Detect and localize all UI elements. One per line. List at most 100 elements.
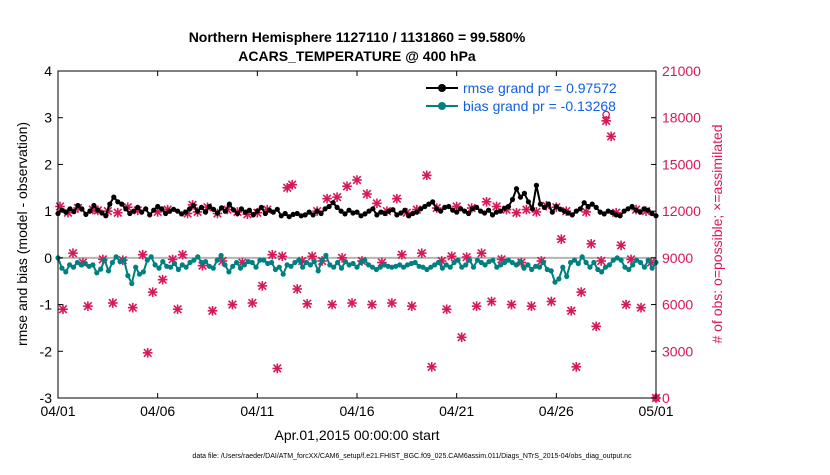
- bias-point: [148, 254, 154, 260]
- bias-point: [358, 259, 364, 266]
- x-tick-label: 04/01: [40, 403, 75, 419]
- bias-point: [78, 262, 84, 268]
- rmse-point: [67, 206, 73, 212]
- bias-point: [533, 263, 539, 269]
- rmse-point: [422, 203, 428, 210]
- rmse-point: [641, 206, 647, 212]
- obs-assimilated-point: [108, 298, 118, 308]
- rmse-point: [629, 203, 635, 210]
- rmse-point: [322, 206, 328, 212]
- bias-point: [552, 279, 558, 285]
- rmse-point: [111, 194, 117, 200]
- bias-point: [521, 265, 527, 271]
- x-axis-label: Apr.01,2015 00:00:00 start: [274, 427, 439, 443]
- rmse-point: [581, 200, 587, 206]
- bias-point: [82, 260, 88, 267]
- bias-point: [404, 262, 411, 268]
- rmse-point: [458, 206, 464, 212]
- rmse-point: [194, 208, 201, 214]
- bias-point: [136, 271, 143, 277]
- rmse-point: [198, 204, 205, 210]
- bias-point: [261, 257, 267, 263]
- rmse-point: [446, 203, 452, 210]
- rmse-point: [258, 204, 264, 210]
- bias-point: [160, 259, 166, 265]
- rmse-point: [83, 211, 89, 217]
- bias-point: [459, 264, 465, 270]
- rmse-point: [454, 209, 460, 215]
- rmse-point: [190, 202, 197, 209]
- bias-point: [140, 269, 146, 275]
- bias-point: [288, 263, 294, 269]
- obs-assimilated-point: [476, 248, 487, 258]
- obs-assimilated-point: [157, 274, 168, 285]
- obs-assimilated-point: [392, 193, 402, 204]
- x-tick-label: 04/06: [140, 403, 175, 419]
- rmse-point: [406, 213, 412, 219]
- rmse-point: [549, 209, 555, 215]
- bias-point: [307, 262, 313, 268]
- bias-point: [389, 264, 395, 270]
- rmse-point: [91, 202, 97, 209]
- bias-point: [474, 257, 480, 263]
- y2-tick-label: 0: [662, 390, 670, 406]
- bias-point: [560, 264, 566, 270]
- y2-tick-label: 6000: [662, 297, 693, 313]
- legend-bias-marker: [438, 102, 446, 110]
- rmse-point: [354, 209, 360, 215]
- rmse-point: [242, 209, 248, 215]
- obs-assimilated-point: [471, 301, 482, 311]
- rmse-point: [609, 209, 615, 216]
- obs-assimilated-point: [566, 306, 577, 316]
- rmse-point: [493, 209, 500, 215]
- bias-point: [381, 262, 387, 268]
- bias-point: [296, 257, 302, 263]
- bias-point: [292, 259, 298, 266]
- bias-point: [315, 268, 321, 274]
- bias-point: [443, 262, 449, 268]
- rmse-point: [266, 207, 272, 213]
- rmse-point: [87, 208, 93, 214]
- rmse-point: [394, 212, 400, 218]
- legend-rmse-marker: [438, 84, 446, 92]
- bias-point: [113, 254, 119, 260]
- bias-point: [210, 265, 216, 271]
- rmse-point: [533, 182, 540, 188]
- rmse-point: [450, 207, 456, 213]
- obs-assimilated-point: [267, 249, 278, 260]
- rmse-point: [501, 205, 508, 211]
- bias-point: [125, 273, 131, 279]
- obs-assimilated-point: [227, 299, 238, 310]
- rmse-point: [250, 212, 256, 218]
- bias-point: [133, 264, 139, 270]
- obs-assimilated-point: [332, 192, 342, 202]
- bias-point: [626, 266, 632, 273]
- obs-assimilated-point: [421, 170, 432, 181]
- rmse-point: [410, 210, 416, 217]
- rmse-point: [478, 208, 484, 214]
- bias-point: [478, 259, 484, 266]
- bias-point: [618, 257, 624, 263]
- bias-point: [331, 264, 337, 270]
- obs-assimilated-point: [372, 198, 382, 209]
- bias-point: [401, 264, 407, 270]
- rmse-point: [175, 208, 181, 214]
- rmse-point: [561, 208, 567, 214]
- rmse-point: [139, 209, 145, 215]
- bias-point: [579, 254, 585, 260]
- rmse-point: [577, 206, 583, 212]
- bias-point: [575, 260, 581, 267]
- legend-rmse-label: rmse grand pr = 0.97572: [463, 80, 617, 96]
- obs-assimilated-point: [626, 254, 636, 265]
- obs-assimilated-point: [621, 299, 631, 310]
- rmse-point: [330, 200, 336, 206]
- bias-point: [540, 259, 547, 266]
- bias-point: [171, 260, 178, 267]
- bias-point: [373, 266, 379, 273]
- rmse-point: [597, 209, 603, 215]
- bias-point: [249, 259, 255, 266]
- rmse-point: [430, 199, 436, 205]
- obs-assimilated-point: [556, 234, 567, 244]
- obs-assimilated-point: [521, 204, 532, 215]
- rmse-point: [525, 199, 532, 205]
